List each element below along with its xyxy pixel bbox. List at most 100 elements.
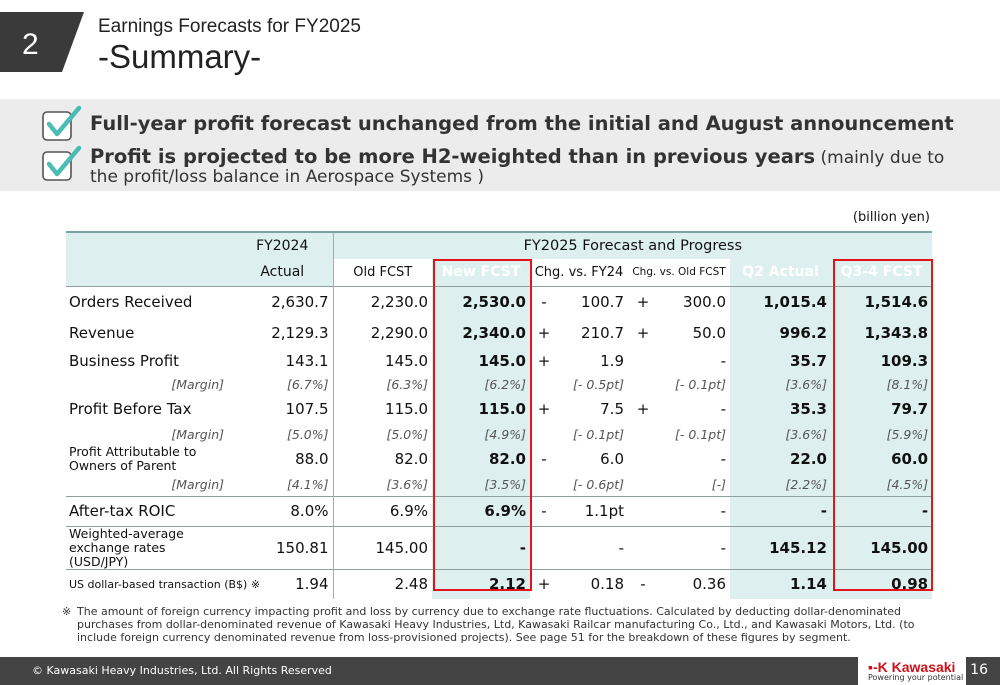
cell-chg-fy24: 100.7 <box>558 285 628 317</box>
cell-old-fcst: [5.0%] <box>332 424 432 444</box>
checkbox-icon <box>42 105 82 141</box>
cell-chg-fy24-sign: + <box>537 323 551 342</box>
bullet-2-bold: Profit is projected to be more H2-weight… <box>90 145 816 168</box>
cell-q2-actual: 1,015.4 <box>730 285 831 317</box>
header-q34-fcst: Q3-4 FCST <box>831 259 933 286</box>
summary-band <box>0 99 1000 191</box>
cell-chg-old-fcst: - <box>720 450 726 468</box>
page-title-line2: -Summary- <box>98 38 262 75</box>
header-fy2025: FY2025 Forecast and Progress <box>332 231 933 259</box>
cell-chg-old-fcst: 50.0 <box>692 323 726 342</box>
cell-chg-fy24-sign: - <box>541 450 547 468</box>
table-row: [Margin] [5.0%] [5.0%] [4.9%] [- 0.1pt] [- 0.… <box>66 424 933 444</box>
logo-wordmark: ▪-K Kawasaki <box>868 659 956 675</box>
table-row: [Margin] [6.7%] [6.3%] [6.2%] [- 0.5pt] [- 0.… <box>66 374 933 394</box>
cell-q34-fcst: 1,514.6 <box>831 285 933 317</box>
logo-tagline: Powering your potential <box>868 673 964 682</box>
cell-old-fcst: 145.0 <box>332 348 432 374</box>
row-label: [Margin] <box>171 477 224 493</box>
cell-fy2024-actual: 88.0 <box>295 450 329 468</box>
cell-new-fcst: 2,340.0 <box>432 317 530 348</box>
cell-new-fcst: [3.5%] <box>432 474 530 496</box>
page-title-line1: Earnings Forecasts for FY2025 <box>98 16 361 37</box>
cell-chg-fy24: 1.1pt <box>558 495 628 526</box>
bullet-2-line2: the profit/loss balance in Aerospace Sys… <box>90 167 485 187</box>
table-row: US dollar-based transaction (B$) ※ 1.94 2.… <box>66 568 933 599</box>
cell-old-fcst: [3.6%] <box>332 474 432 496</box>
cell-q34-fcst: [8.1%] <box>831 374 933 394</box>
cell-chg-old-sign <box>628 444 658 474</box>
cell-chg-old-fcst: [- 0.1pt] <box>675 376 726 392</box>
checkbox-icon <box>42 145 82 181</box>
cell-new-fcst: 2.12 <box>432 568 530 599</box>
cell-chg-old-sign <box>628 525 658 569</box>
cell-new-fcst: [4.9%] <box>432 424 530 444</box>
cell-chg-fy24-sign: + <box>530 568 558 599</box>
cell-chg-old-fcst: - <box>720 352 726 370</box>
cell-chg-old-sign: + <box>628 285 658 317</box>
cell-chg-fy24: 6.0 <box>600 450 624 468</box>
row-label: Profit Before Tax <box>69 400 192 418</box>
table-row: After-tax ROIC 8.0% 6.9% 6.9% -1.1pt - - - <box>66 495 933 526</box>
cell-old-fcst: [6.3%] <box>332 374 432 394</box>
cell-chg-old-fcst: [-] <box>711 477 726 493</box>
cell-chg-fy24: 1.9 <box>600 352 624 370</box>
cell-old-fcst: 6.9% <box>332 495 432 526</box>
cell-chg-fy24: 0.18 <box>558 568 628 599</box>
cell-fy2024-actual: 150.81 <box>232 525 333 569</box>
cell-new-fcst: 2,530.0 <box>432 285 530 317</box>
cell-fy2024-actual: 1.94 <box>232 568 333 599</box>
cell-chg-fy24-sign: - <box>530 495 558 526</box>
footer-bar: © Kawasaki Heavy Industries, Ltd. All Ri… <box>0 657 1000 685</box>
header-q2-actual: Q2 Actual <box>730 259 831 286</box>
table-row: Revenue 2,129.3 2,290.0 2,340.0 +210.7 +50.0 9… <box>66 317 933 348</box>
cell-fy2024-actual: 2,630.7 <box>232 285 333 317</box>
cell-chg-old-fcst: - <box>720 400 726 418</box>
row-label: Business Profit <box>69 352 180 370</box>
cell-new-fcst: 145.0 <box>432 348 530 374</box>
cell-chg-fy24: - <box>558 525 628 569</box>
row-label: Weighted-average exchange rates (USD/JPY… <box>66 525 232 569</box>
table-row: Orders Received 2,630.7 2,230.0 2,530.0-100… <box>66 285 933 317</box>
footnote-mark: ※ <box>62 605 72 618</box>
cell-chg-old-sign <box>628 348 658 374</box>
row-label: Revenue <box>69 323 135 342</box>
cell-chg-old-fcst: 300.0 <box>658 285 730 317</box>
header-new-fcst: New FCST <box>432 259 530 286</box>
cell-chg-fy24-sign: + <box>537 400 551 418</box>
row-label: [Margin] <box>171 426 224 442</box>
cell-chg-fy24-sign <box>530 474 558 496</box>
footnote-text: The amount of foreign currency impacting… <box>77 605 915 644</box>
row-label: Profit Attributable to Owners of Parent <box>69 444 197 473</box>
table-row: Business Profit 143.1 145.0 145.0 +1.9-35.7 1… <box>66 348 933 374</box>
cell-new-fcst: - <box>432 525 530 569</box>
cell-q2-actual: 145.12 <box>730 525 831 569</box>
cell-chg-fy24: [- 0.6pt] <box>573 477 624 493</box>
bullet-2-normal: (mainly due to <box>815 148 945 168</box>
header-actual: Actual <box>232 259 333 286</box>
cell-chg-old-fcst: 0.36 <box>658 568 730 599</box>
cell-q34-fcst: 60.0 <box>831 444 933 474</box>
cell-fy2024-actual: 8.0% <box>232 495 333 526</box>
section-number: 2 <box>22 28 39 61</box>
cell-fy2024-actual: 107.5 <box>285 400 329 418</box>
cell-fy2024-actual: 143.1 <box>285 352 329 370</box>
cell-fy2024-actual: 2,129.3 <box>271 323 329 342</box>
cell-new-fcst: 82.0 <box>432 444 530 474</box>
header-fy2024: FY2024 <box>232 231 333 259</box>
cell-fy2024-actual: [4.1%] <box>286 477 329 493</box>
cell-chg-old-sign: - <box>628 568 658 599</box>
cell-q2-actual: [2.2%] <box>730 474 831 496</box>
cell-q2-actual: 1.14 <box>730 568 831 599</box>
cell-chg-old-sign <box>628 374 658 394</box>
cell-old-fcst: 82.0 <box>332 444 432 474</box>
cell-q2-actual: 35.7 <box>730 348 831 374</box>
header-chg-old-fcst: Chg. vs. Old FCST <box>628 259 730 286</box>
cell-q34-fcst: [5.9%] <box>831 424 933 444</box>
cell-q2-actual: 996.2 <box>730 317 831 348</box>
cell-q34-fcst: 145.00 <box>831 525 933 569</box>
cell-q34-fcst: - <box>831 495 933 526</box>
cell-q34-fcst: [4.5%] <box>831 474 933 496</box>
cell-chg-fy24-sign <box>530 374 558 394</box>
cell-q34-fcst: 79.7 <box>831 394 933 424</box>
